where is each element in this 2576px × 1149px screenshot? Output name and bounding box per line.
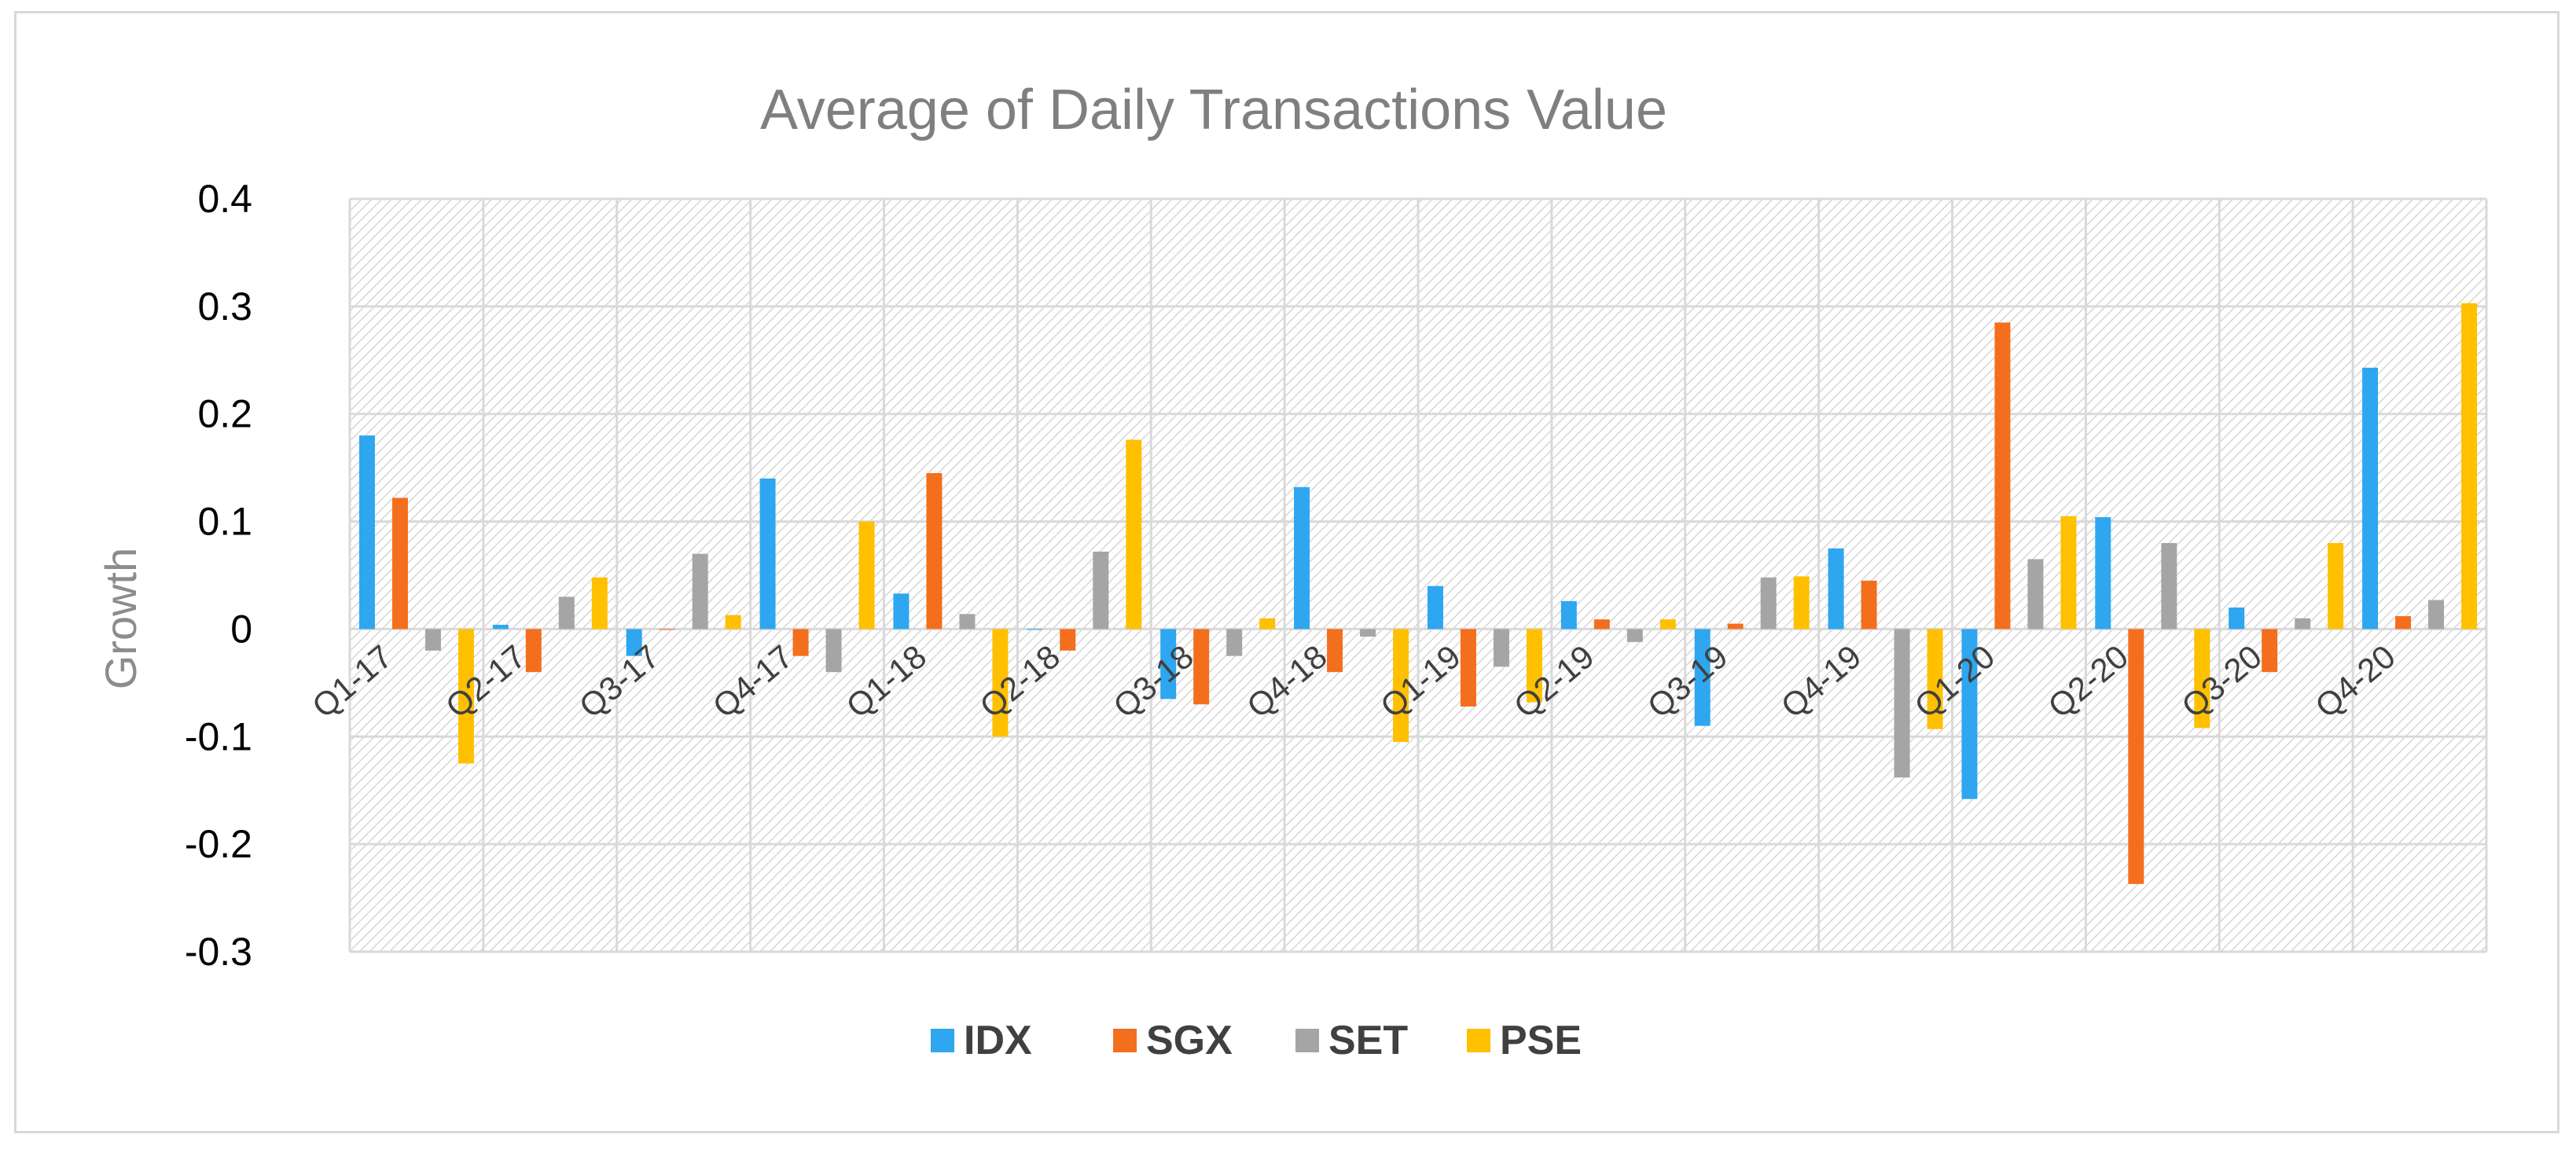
bar-set-q4-19 xyxy=(1894,629,1910,778)
bar-idx-q3-19 xyxy=(1694,629,1711,726)
bar-sgx-q3-20 xyxy=(2262,629,2278,673)
bar-set-q2-20 xyxy=(2161,542,2177,630)
bar-pse-q2-20 xyxy=(2194,629,2210,729)
bar-set-q3-17 xyxy=(692,553,708,630)
bar-set-q2-17 xyxy=(558,597,575,630)
bar-sgx-q2-19 xyxy=(1593,619,1610,630)
y-tick-label: -0.2 xyxy=(185,822,252,866)
bar-chart: Average of Daily Transactions Value 0.4 0… xyxy=(96,79,2488,1063)
bar-sgx-q4-19 xyxy=(1861,580,1877,630)
legend-label-pse: PSE xyxy=(1500,1018,1582,1063)
bar-pse-q1-18 xyxy=(992,629,1009,737)
y-tick-label: 0.1 xyxy=(197,500,252,544)
bar-sgx-q2-18 xyxy=(1060,629,1076,651)
bar-sgx-q2-20 xyxy=(2128,629,2144,884)
bar-sgx-q1-20 xyxy=(1994,322,2011,630)
legend-swatch-pse xyxy=(1467,1029,1490,1052)
bar-set-q1-18 xyxy=(959,614,976,630)
y-axis-label: Growth xyxy=(96,548,145,690)
bar-sgx-q4-20 xyxy=(2395,616,2412,630)
bar-pse-q3-19 xyxy=(1793,576,1810,630)
bar-pse-q3-18 xyxy=(1259,618,1276,630)
bar-pse-q1-19 xyxy=(1526,629,1542,703)
bar-set-q4-20 xyxy=(2428,600,2445,630)
legend-swatch-sgx xyxy=(1113,1029,1137,1052)
bar-idx-q2-18 xyxy=(1027,629,1043,630)
bar-idx-q1-17 xyxy=(358,435,375,630)
bar-idx-q2-19 xyxy=(1560,600,1577,630)
bar-set-q2-18 xyxy=(1093,551,1109,630)
bar-idx-q3-18 xyxy=(1160,629,1177,699)
chart-frame: Average of Daily Transactions Value 0.4 0… xyxy=(14,11,2559,1133)
bar-pse-q2-17 xyxy=(591,577,608,630)
bar-pse-q4-18 xyxy=(1393,629,1409,743)
bar-set-q2-19 xyxy=(1626,629,1643,642)
bar-set-q4-18 xyxy=(1360,629,1376,637)
y-tick-label: 0 xyxy=(230,607,252,651)
bar-idx-q4-19 xyxy=(1828,548,1844,630)
legend-swatch-idx xyxy=(931,1029,954,1052)
bar-pse-q3-20 xyxy=(2328,542,2344,630)
legend-swatch-set xyxy=(1295,1029,1319,1052)
bar-sgx-q4-18 xyxy=(1327,629,1343,673)
bar-sgx-q3-18 xyxy=(1193,629,1210,705)
bar-idx-q3-17 xyxy=(626,629,642,656)
bar-pse-q1-20 xyxy=(2060,516,2077,630)
bar-set-q3-18 xyxy=(1226,629,1243,656)
bar-set-q1-20 xyxy=(2027,559,2044,630)
bar-pse-q1-17 xyxy=(458,629,474,764)
y-tick-label: 0.4 xyxy=(197,177,252,221)
bar-pse-q2-19 xyxy=(1659,619,1676,630)
bar-idx-q2-17 xyxy=(492,624,509,630)
bar-set-q3-20 xyxy=(2295,618,2311,630)
y-tick-label: -0.1 xyxy=(185,714,252,758)
bar-set-q1-17 xyxy=(424,629,441,651)
legend-label-sgx: SGX xyxy=(1146,1018,1233,1063)
bar-sgx-q2-17 xyxy=(525,629,542,673)
legend-label-set: SET xyxy=(1328,1018,1408,1063)
bar-idx-q1-20 xyxy=(1961,629,1978,799)
bar-set-q4-17 xyxy=(825,629,842,673)
bar-pse-q4-20 xyxy=(2461,303,2478,630)
chart-title: Average of Daily Transactions Value xyxy=(760,79,1667,141)
bar-sgx-q1-18 xyxy=(926,472,943,630)
bar-idx-q3-20 xyxy=(2229,608,2245,630)
bar-sgx-q3-17 xyxy=(659,629,675,630)
y-tick-label: 0.2 xyxy=(197,392,252,436)
bar-sgx-q3-19 xyxy=(1727,623,1744,630)
bar-pse-q3-17 xyxy=(725,615,741,630)
bar-idx-q2-20 xyxy=(2095,517,2111,630)
bar-idx-q1-18 xyxy=(893,593,910,630)
y-tick-label: 0.3 xyxy=(197,284,252,329)
bar-idx-q4-18 xyxy=(1294,486,1310,630)
bar-set-q3-19 xyxy=(1760,577,1777,630)
bar-sgx-q4-17 xyxy=(792,629,809,656)
bar-idx-q4-20 xyxy=(2362,367,2379,630)
bar-idx-q4-17 xyxy=(759,478,776,630)
bar-pse-q4-17 xyxy=(858,521,875,630)
bar-sgx-q1-17 xyxy=(391,497,408,630)
legend-label-idx: IDX xyxy=(964,1018,1032,1063)
bar-set-q1-19 xyxy=(1493,629,1509,667)
bar-pse-q2-18 xyxy=(1126,439,1142,630)
bar-idx-q1-19 xyxy=(1427,586,1443,630)
bar-pse-q4-19 xyxy=(1927,629,1943,729)
bar-sgx-q1-19 xyxy=(1460,629,1476,707)
y-tick-label: -0.3 xyxy=(185,930,252,974)
